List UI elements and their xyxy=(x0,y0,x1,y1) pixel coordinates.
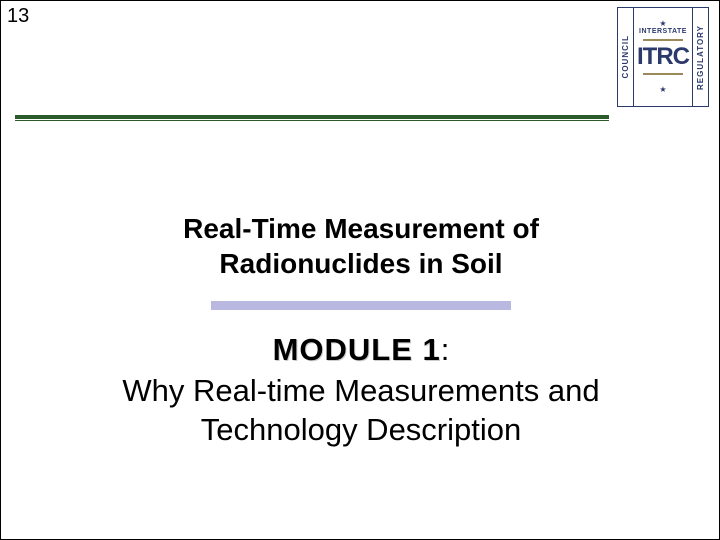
logo: COUNCIL ★ INTERSTATE ITRC INTERSTATE ★ R… xyxy=(617,7,709,107)
logo-star-icon: ★ xyxy=(659,86,666,94)
logo-left-text: COUNCIL xyxy=(621,35,630,78)
logo-top-text: INTERSTATE xyxy=(639,28,687,35)
subtitle-line-1: Why Real-time Measurements and xyxy=(122,373,599,408)
logo-right-text: REGULATORY xyxy=(696,25,705,90)
module-colon: : xyxy=(441,332,450,367)
module-label: MODULE 1 xyxy=(273,332,441,367)
logo-center: ★ INTERSTATE ITRC INTERSTATE ★ xyxy=(634,8,692,106)
subtitle-line-2: Technology Description xyxy=(201,412,522,447)
title-line-1: Real-Time Measurement of xyxy=(183,213,539,244)
slide-subtitle: Why Real-time Measurements and Technolog… xyxy=(1,372,720,450)
slide-content: Real-Time Measurement of Radionuclides i… xyxy=(1,211,720,450)
accent-bar xyxy=(211,301,511,310)
slide-title: Real-Time Measurement of Radionuclides i… xyxy=(1,211,720,281)
title-line-2: Radionuclides in Soil xyxy=(219,248,502,279)
logo-star-icon: ★ xyxy=(659,20,666,28)
page-number: 13 xyxy=(7,5,29,28)
logo-rule-top xyxy=(643,39,683,41)
logo-main-text: ITRC xyxy=(637,45,689,69)
module-line: MODULE 1: xyxy=(1,332,720,368)
logo-right-band: REGULATORY xyxy=(692,8,708,106)
logo-left-band: COUNCIL xyxy=(618,8,634,106)
logo-rule-bottom xyxy=(643,73,683,75)
header-divider xyxy=(15,115,609,121)
